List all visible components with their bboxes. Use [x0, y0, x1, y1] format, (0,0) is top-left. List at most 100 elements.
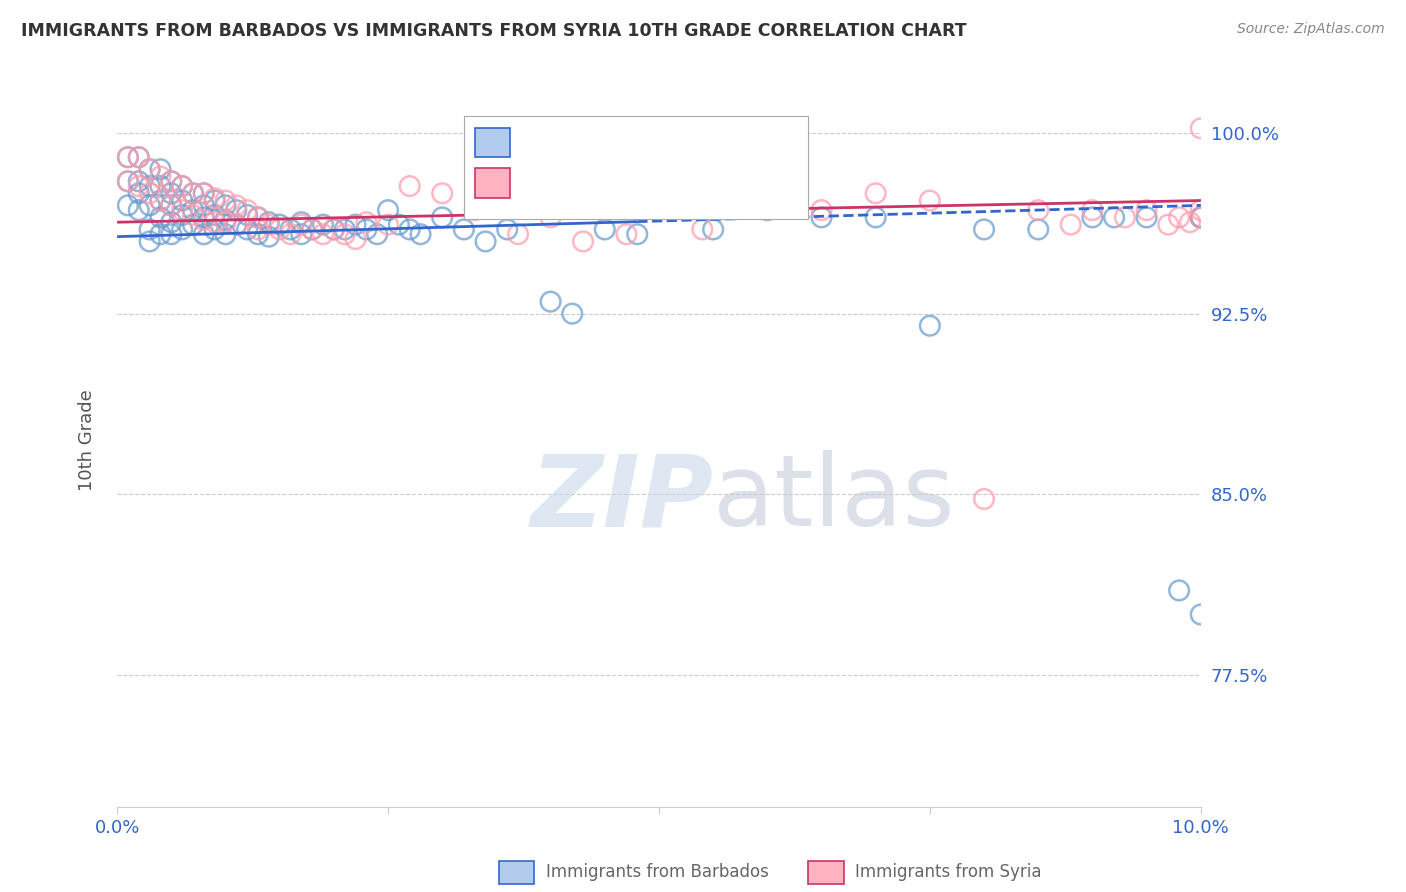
Point	[214, 227, 236, 242]
Point	[865, 186, 887, 201]
Text: Source: ZipAtlas.com: Source: ZipAtlas.com	[1237, 22, 1385, 37]
Text: IMMIGRANTS FROM BARBADOS VS IMMIGRANTS FROM SYRIA 10TH GRADE CORRELATION CHART: IMMIGRANTS FROM BARBADOS VS IMMIGRANTS F…	[21, 22, 967, 40]
Point	[453, 222, 475, 236]
Point	[149, 169, 172, 184]
Point	[160, 198, 183, 212]
Point	[149, 227, 172, 242]
Point	[128, 150, 150, 164]
Point	[128, 186, 150, 201]
Point	[128, 150, 150, 164]
Point	[398, 179, 420, 194]
Point	[128, 179, 150, 194]
Point	[973, 491, 995, 506]
Point	[561, 307, 583, 321]
Point	[149, 194, 172, 208]
Point	[149, 211, 172, 225]
Point	[138, 235, 160, 249]
Point	[204, 215, 226, 229]
Point	[474, 235, 496, 249]
Point	[117, 174, 139, 188]
Point	[236, 203, 259, 218]
Point	[138, 222, 160, 236]
Point	[214, 198, 236, 212]
Point	[810, 203, 832, 218]
Point	[409, 227, 432, 242]
Point	[236, 222, 259, 236]
Point	[269, 222, 291, 236]
Point	[117, 150, 139, 164]
Point	[246, 211, 269, 225]
Point	[333, 227, 356, 242]
Point	[193, 186, 215, 201]
Point	[149, 179, 172, 194]
Point	[181, 203, 204, 218]
Point	[280, 227, 302, 242]
Point	[149, 194, 172, 208]
Point	[1081, 203, 1104, 218]
Point	[322, 222, 344, 236]
Point	[388, 218, 411, 232]
Point	[172, 203, 194, 218]
Y-axis label: 10th Grade: 10th Grade	[79, 389, 96, 491]
Point	[865, 211, 887, 225]
Point	[225, 203, 247, 218]
Point	[1168, 211, 1191, 225]
Point	[160, 198, 183, 212]
Point	[1178, 215, 1201, 229]
Point	[572, 235, 595, 249]
Point	[160, 227, 183, 242]
Point	[973, 222, 995, 236]
Point	[1026, 222, 1049, 236]
Point	[160, 174, 183, 188]
Point	[1189, 203, 1212, 218]
Point	[246, 227, 269, 242]
Point	[246, 222, 269, 236]
Point	[138, 186, 160, 201]
Point	[257, 229, 280, 244]
Point	[1168, 583, 1191, 598]
Point	[1189, 211, 1212, 225]
Point	[593, 222, 616, 236]
Point	[172, 179, 194, 194]
Point	[128, 174, 150, 188]
Point	[160, 215, 183, 229]
Point	[117, 150, 139, 164]
Point	[344, 232, 367, 246]
Point	[322, 222, 344, 236]
Point	[648, 198, 671, 212]
Point	[377, 203, 399, 218]
Point	[138, 179, 160, 194]
Point	[193, 212, 215, 227]
Point	[160, 174, 183, 188]
Point	[464, 203, 486, 218]
Point	[193, 186, 215, 201]
Point	[1189, 211, 1212, 225]
Point	[1189, 211, 1212, 225]
Text: Immigrants from Barbados: Immigrants from Barbados	[546, 863, 769, 881]
Point	[1102, 211, 1125, 225]
Point	[1060, 218, 1083, 232]
Point	[117, 198, 139, 212]
Point	[366, 227, 388, 242]
Point	[160, 186, 183, 201]
Point	[356, 222, 378, 236]
Point	[290, 227, 312, 242]
Point	[692, 222, 714, 236]
Point	[540, 211, 562, 225]
Point	[432, 211, 454, 225]
Point	[214, 194, 236, 208]
Point	[117, 174, 139, 188]
Point	[149, 162, 172, 177]
Point	[432, 186, 454, 201]
Point	[204, 191, 226, 205]
Point	[290, 218, 312, 232]
Point	[1081, 211, 1104, 225]
Point	[616, 227, 638, 242]
Text: ZIP: ZIP	[530, 450, 713, 548]
Point	[810, 211, 832, 225]
Point	[918, 194, 941, 208]
Point	[225, 218, 247, 232]
Point	[290, 215, 312, 229]
Text: R = 0.059   N = 85: R = 0.059 N = 85	[524, 134, 695, 152]
Point	[181, 208, 204, 222]
